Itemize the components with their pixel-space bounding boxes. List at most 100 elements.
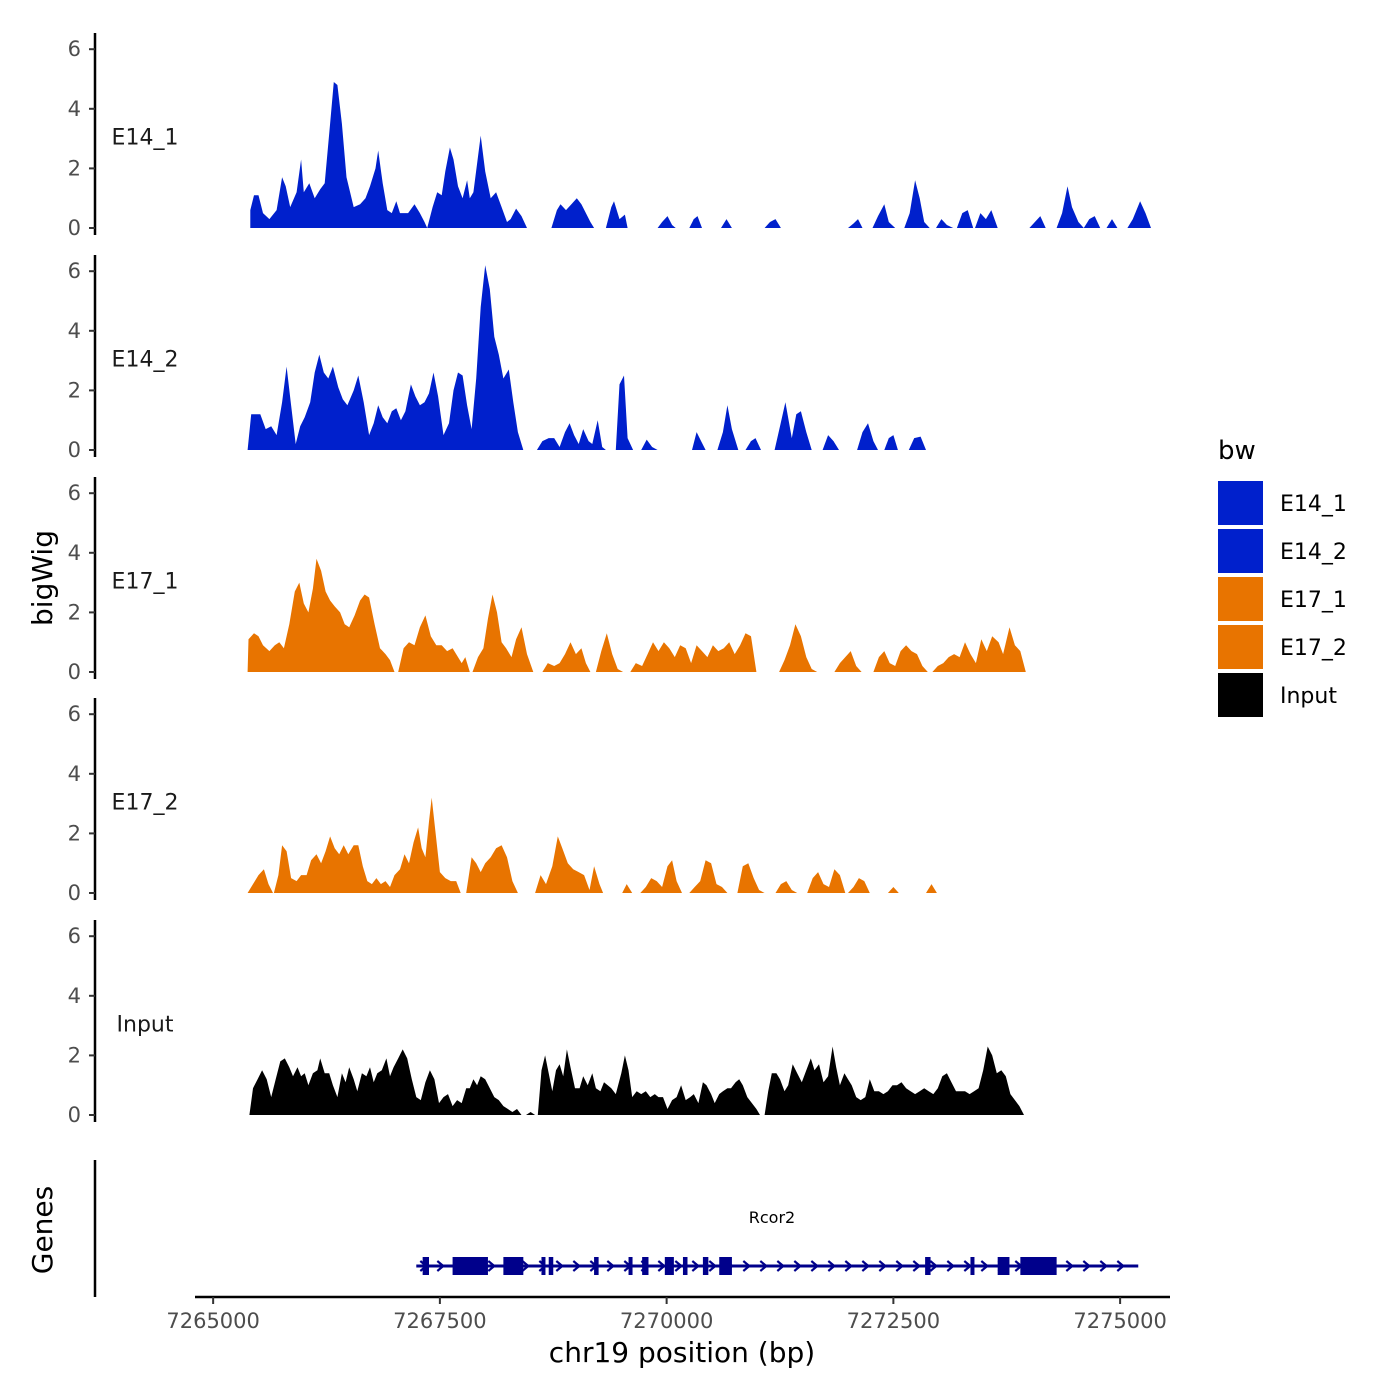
signal-area [746,438,762,450]
gene-exon [503,1257,523,1275]
signal-area [932,627,1025,672]
signal-area [640,860,682,893]
signal-area [692,432,706,450]
legend-label: E14_2 [1280,540,1347,565]
y-tick-label: 2 [68,156,81,180]
legend-label: Input [1280,684,1337,709]
y-tick-label: 4 [68,541,81,565]
y-tick-label: 6 [68,702,81,726]
legend-swatch [1218,481,1263,525]
signal-area [658,216,676,228]
signal-area [538,1049,760,1115]
track-label: E17_2 [112,791,179,816]
signal-area [848,878,870,893]
genes-axis-title: Genes [26,1186,59,1274]
legend-label: E17_2 [1280,636,1347,661]
signal-area [537,420,606,450]
gene-exon [925,1257,930,1275]
y-tick-label: 0 [68,438,81,462]
signal-area [473,595,534,673]
track-e17_1: 0246E17_1 [68,477,1026,684]
signal-area [1029,216,1045,228]
y-tick-label: 0 [68,881,81,905]
y-tick-label: 2 [68,378,81,402]
x-tick-label: 7265000 [166,1309,260,1333]
signal-area [765,219,781,228]
signal-area [873,645,927,672]
legend-swatch [1218,673,1263,717]
y-tick-label: 4 [68,97,81,121]
signal-area [926,884,937,893]
signal-area [535,836,603,893]
signal-area [834,651,861,672]
signal-area [249,1049,521,1115]
signal-area [1057,186,1084,228]
signal-area [689,216,702,228]
y-tick-label: 6 [68,481,81,505]
signal-area [542,642,590,672]
gene-exon [453,1257,488,1275]
y-tick-label: 6 [68,259,81,283]
track-label: E14_1 [112,126,179,151]
y-tick-label: 0 [68,216,81,240]
signal-area [1127,201,1151,228]
gene-exon [998,1257,1010,1275]
signal-area [466,845,518,893]
signal-area [909,437,926,450]
legend-swatch [1218,529,1263,573]
signal-area [606,201,628,228]
signal-area [274,798,461,893]
gene-exon [423,1257,429,1275]
signal-area [857,423,878,450]
gene-exon [970,1257,974,1275]
signal-area [776,881,798,893]
y-tick-label: 4 [68,762,81,786]
y-tick-label: 2 [68,821,81,845]
signal-area [1084,216,1100,228]
signal-area [248,265,524,450]
gene-exon [594,1257,599,1275]
signal-area [526,1112,535,1115]
signal-area [823,435,839,450]
signal-area [775,402,812,450]
track-e14_2: 0246E14_2 [68,255,926,462]
y-tick-label: 0 [68,1103,81,1127]
signal-area [630,633,756,672]
legend-title: bw [1218,436,1256,466]
gene-exon [1020,1257,1056,1275]
gene-exon [719,1257,732,1275]
signal-area [616,376,633,451]
signal-area [904,180,929,228]
y-tick-label: 0 [68,660,81,684]
signal-area [622,884,632,893]
x-tick-label: 7272500 [847,1309,941,1333]
signal-area [737,863,764,893]
signal-area [1107,219,1118,228]
signal-area [689,860,727,893]
track-e14_1: 0 2 4 6 E14_1 [68,33,1151,240]
x-tick-label: 7267500 [393,1309,487,1333]
x-axis: 7265000 7267500 7270000 7272500 7275000 [166,1297,1170,1333]
track-label: Input [117,1013,174,1038]
signal-area [873,204,896,228]
y-tick-label: 6 [68,924,81,948]
gene-exon [541,1257,545,1275]
x-tick-label: 7270000 [620,1309,714,1333]
gene-exon [642,1257,648,1275]
signal-area [717,405,738,450]
signal-area [975,210,998,228]
track-label: E17_1 [112,570,179,595]
bigwig-tracks: 0 2 4 6 E14_1 0 2 4 6 E14_2 0 2 4 6 E17_1 0 2 4 6 E17_2 0 2 4 6… [68,33,1151,1127]
signal-area [888,887,899,893]
gene-exon [629,1257,633,1275]
signal-area [641,440,657,450]
y-tick-label: 2 [68,1043,81,1067]
y-tick-label: 4 [68,319,81,343]
x-tick-label: 7275000 [1073,1309,1167,1333]
signal-area [248,559,395,672]
gene-exon [549,1257,554,1275]
signal-area [596,633,623,672]
signal-area [248,869,273,893]
track-input: 0 2 4 6 Input [68,920,1024,1127]
signal-area [957,210,973,228]
